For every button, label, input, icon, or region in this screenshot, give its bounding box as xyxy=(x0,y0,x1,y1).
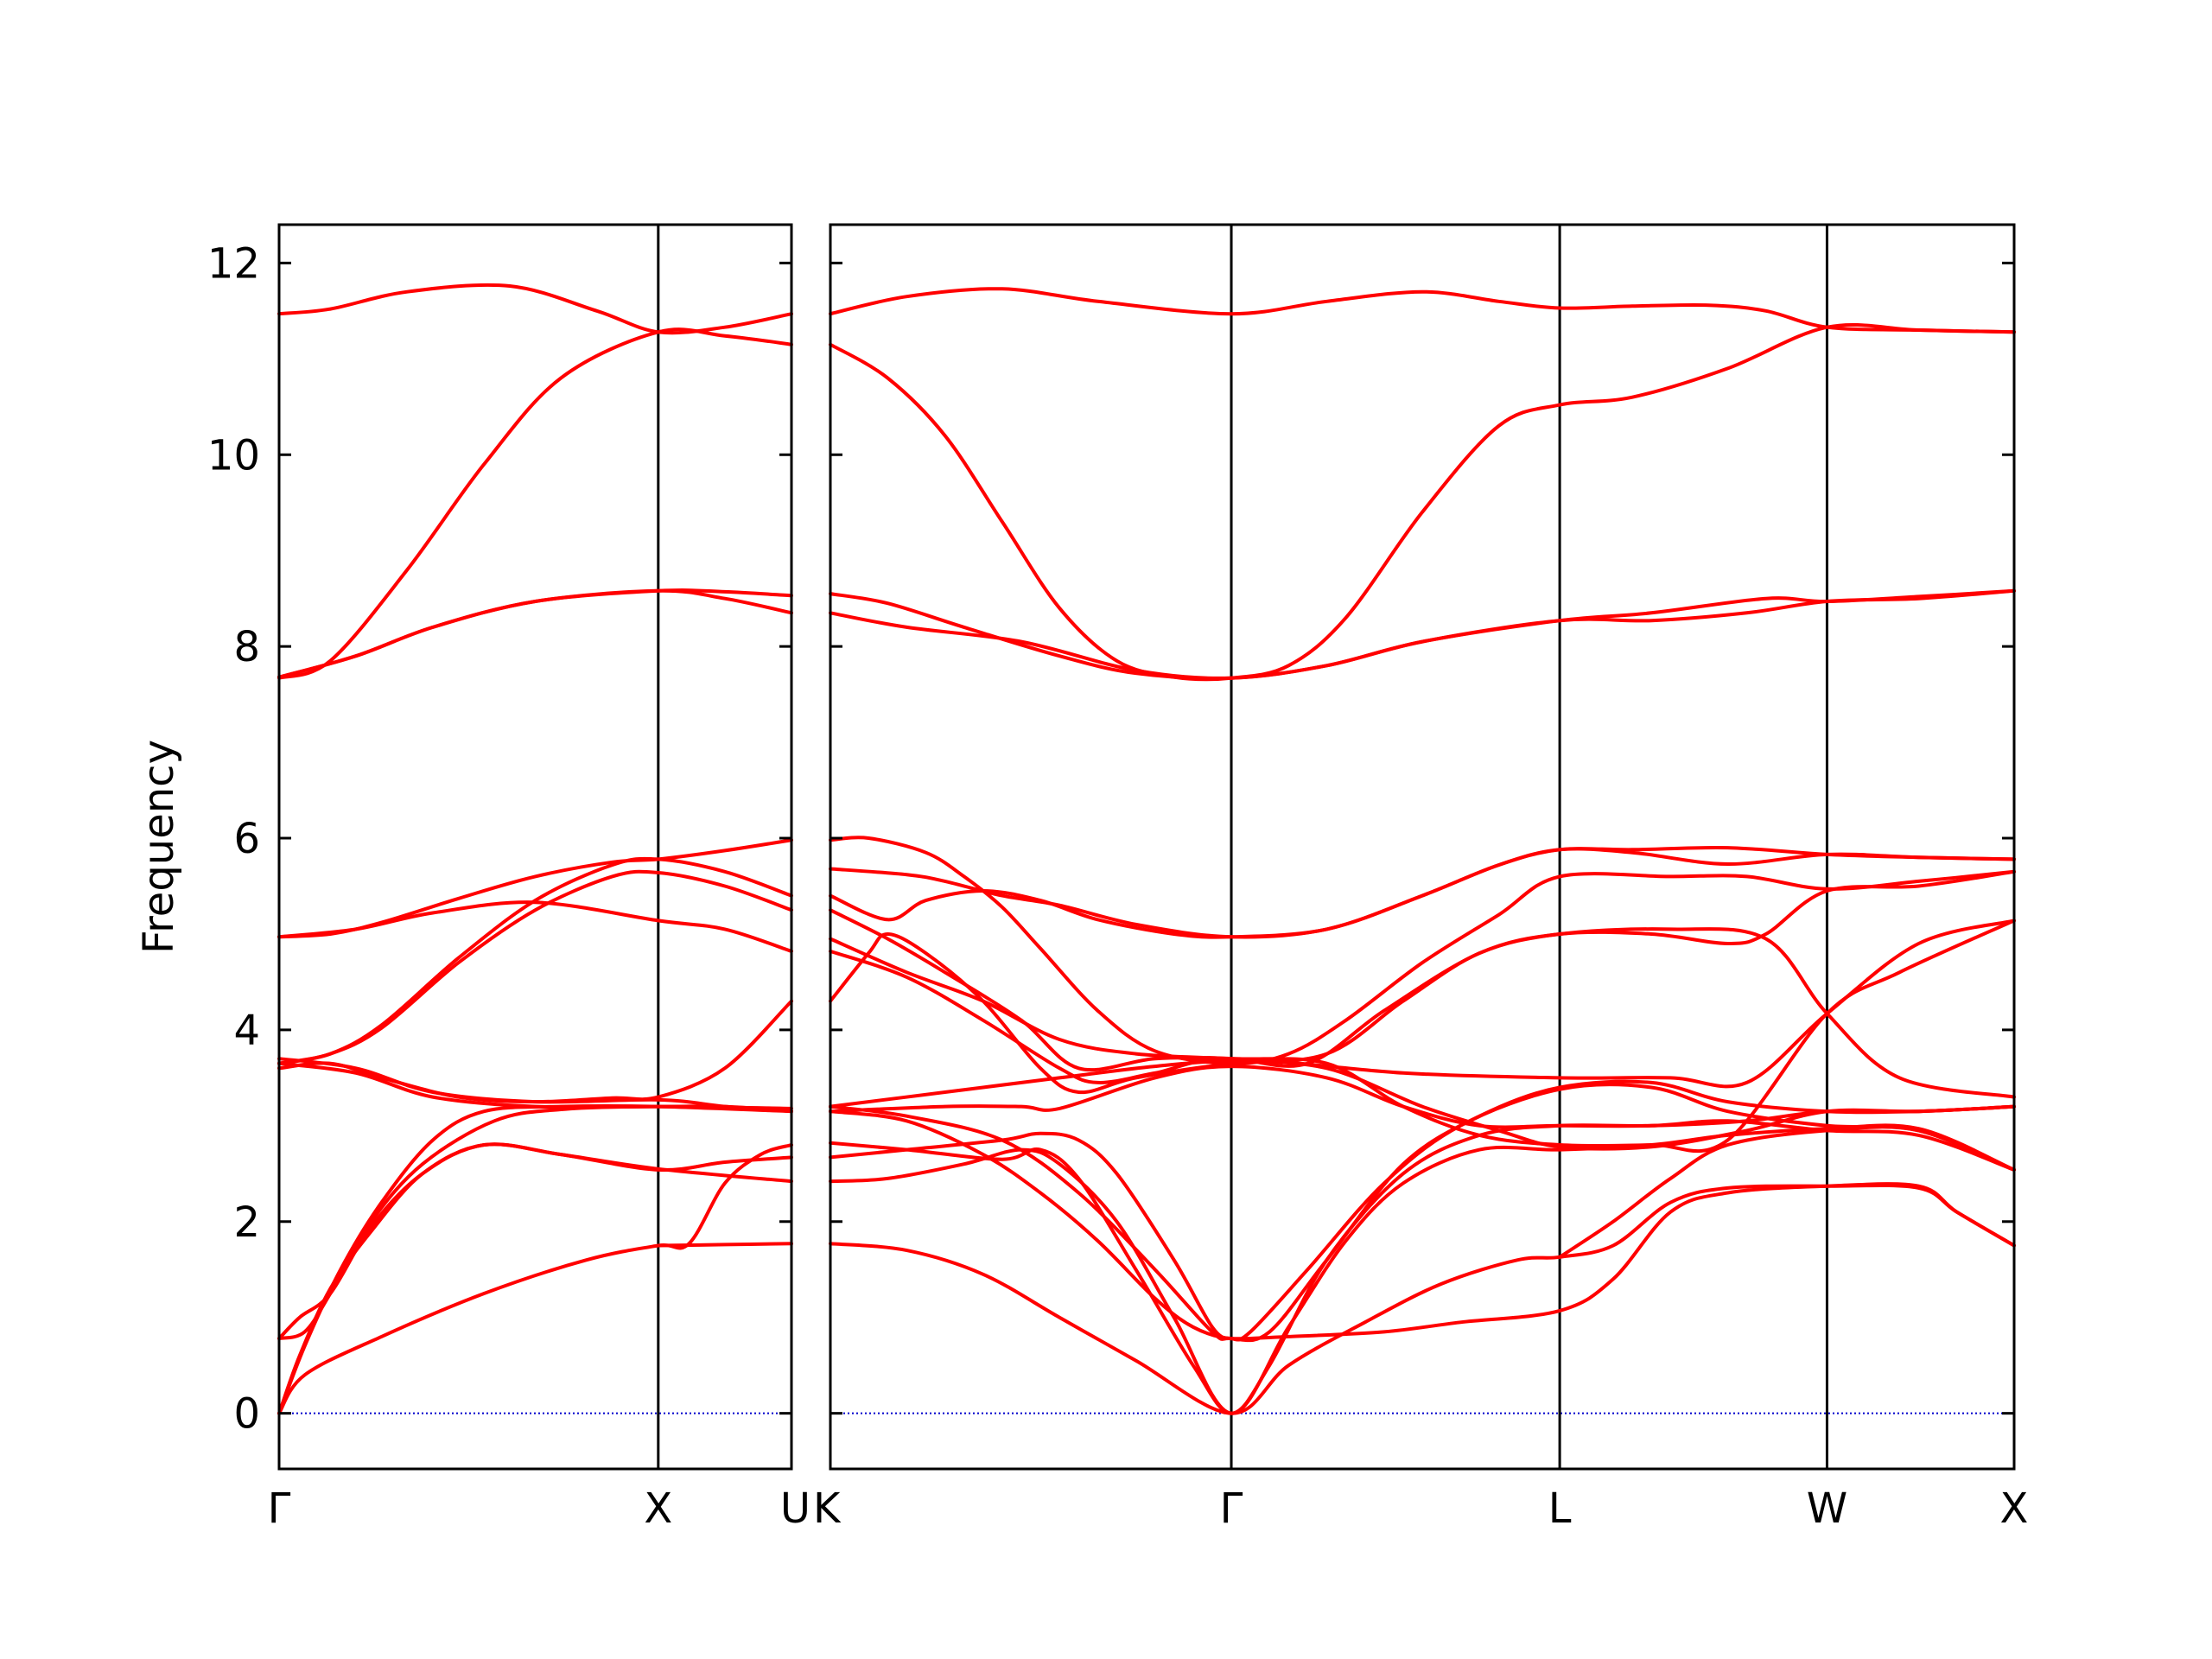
band-line xyxy=(277,1143,793,1415)
y-tick-label: 12 xyxy=(207,239,260,288)
x-tick-label: Γ xyxy=(268,1484,291,1533)
y-tick-label: 4 xyxy=(233,1007,260,1055)
y-tick-label: 10 xyxy=(207,431,260,480)
band-line xyxy=(277,1103,793,1415)
band-line xyxy=(277,588,793,679)
band-line xyxy=(277,1057,793,1114)
band-line xyxy=(277,327,793,680)
y-tick-label: 6 xyxy=(233,815,260,863)
y-axis-label: Frequency xyxy=(135,740,183,954)
y-tick-label: 8 xyxy=(233,623,260,671)
panel-frame xyxy=(277,223,793,1471)
band-line xyxy=(829,869,2016,1072)
band-line xyxy=(829,1065,2016,1129)
x-tick-label: Γ xyxy=(1220,1484,1243,1533)
panel-left: 0 2 4 6 8 10 12 Γ X U xyxy=(207,223,810,1533)
band-line xyxy=(829,287,2016,334)
band-line xyxy=(829,588,2016,681)
band-line xyxy=(829,1119,2016,1415)
band-line xyxy=(277,856,793,1065)
band-line xyxy=(829,847,2016,939)
y-tick-label: 0 xyxy=(233,1390,260,1439)
band-line xyxy=(829,918,2016,1154)
band-line xyxy=(829,1104,2016,1341)
y-tick-label: 2 xyxy=(233,1198,260,1247)
band-line xyxy=(277,838,793,939)
x-tick-label: W xyxy=(1807,1484,1847,1533)
band-line xyxy=(277,1142,793,1415)
band-line xyxy=(829,1079,2016,1343)
panel-frame xyxy=(829,223,2016,1471)
band-line xyxy=(277,1104,793,1341)
band-line xyxy=(829,1083,2016,1342)
band-line xyxy=(829,588,2016,680)
band-line xyxy=(277,283,793,335)
x-tick-label: K xyxy=(813,1484,842,1533)
band-line xyxy=(829,1183,2016,1415)
y-axis-title: Frequency xyxy=(135,740,183,954)
band-line xyxy=(656,1242,793,1248)
x-tick-label: L xyxy=(1548,1484,1572,1533)
band-line xyxy=(1558,1125,2016,1259)
band-line xyxy=(277,1142,793,1341)
band-line xyxy=(277,999,793,1104)
band-line xyxy=(277,869,793,1065)
x-tick-label: U xyxy=(780,1484,810,1533)
x-tick-label: X xyxy=(644,1484,672,1533)
band-line xyxy=(829,836,2016,1065)
x-tick-label: X xyxy=(2000,1484,2029,1533)
band-line xyxy=(829,322,2016,682)
